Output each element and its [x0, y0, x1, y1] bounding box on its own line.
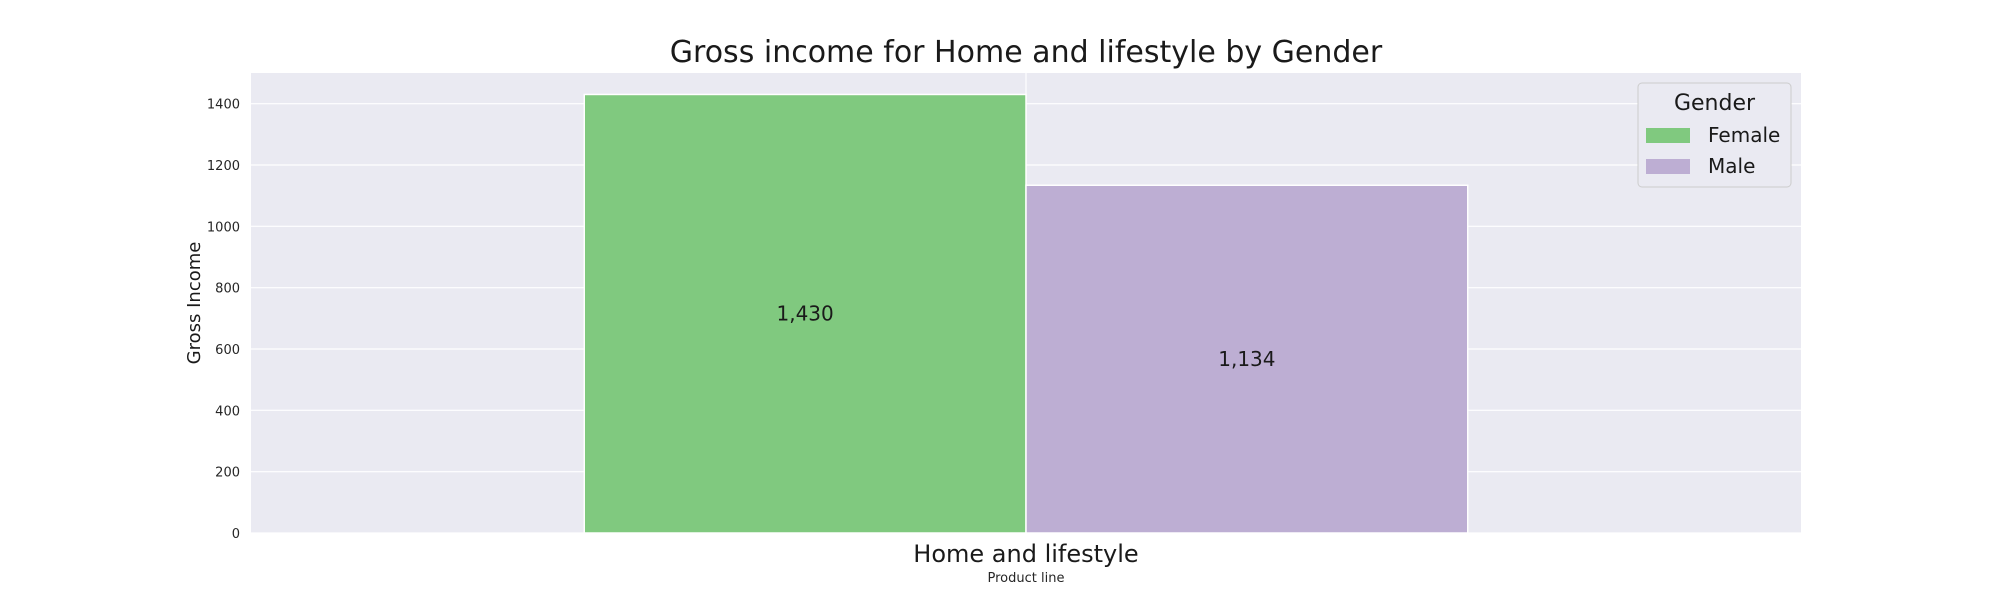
legend-label-male: Male: [1708, 154, 1755, 178]
bars: [583, 93, 1469, 534]
y-tick-label: 1400: [207, 98, 240, 113]
data-labels: 1,430 1,134: [776, 302, 1275, 371]
legend-label-female: Female: [1708, 123, 1780, 147]
y-tick-label: 400: [215, 404, 240, 419]
x-tick-label: Home and lifestyle: [913, 540, 1138, 568]
y-tick-label: 0: [232, 527, 240, 542]
legend-swatch-female: [1646, 128, 1690, 143]
legend-swatch-male: [1646, 159, 1690, 174]
x-axis-label: Product line: [988, 571, 1065, 586]
bar-female: [583, 93, 1027, 534]
y-tick-label: 200: [215, 466, 240, 481]
data-label-female: 1,430: [776, 302, 833, 326]
y-tick-labels: 0 200 400 600 800 1000 1200 1400: [207, 98, 240, 542]
legend: Gender Female Male: [1637, 82, 1792, 188]
legend-title: Gender: [1674, 91, 1756, 116]
bar-male: [1025, 184, 1469, 534]
data-label-male: 1,134: [1218, 347, 1275, 371]
chart-title: Gross income for Home and lifestyle by G…: [670, 35, 1383, 70]
y-tick-label: 800: [215, 282, 240, 297]
y-tick-label: 1000: [207, 220, 240, 235]
y-axis-label: Gross Income: [184, 242, 205, 365]
legend-items: Female Male: [1646, 123, 1780, 178]
x-category-labels: Home and lifestyle: [913, 540, 1138, 568]
y-tick-label: 1200: [207, 159, 240, 174]
y-tick-label: 600: [215, 343, 240, 358]
